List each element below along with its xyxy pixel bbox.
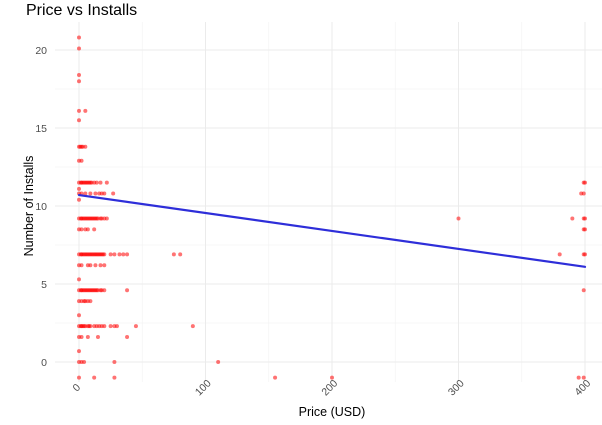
data-point [273, 375, 278, 380]
data-point [77, 46, 81, 51]
data-point [330, 375, 334, 380]
data-point [102, 263, 107, 268]
data-point [583, 180, 587, 185]
data-point [79, 335, 84, 340]
data-point [92, 227, 97, 232]
data-point [85, 227, 90, 232]
data-point [93, 263, 98, 268]
chart-title: Price vs Installs [26, 2, 137, 19]
data-point [581, 191, 586, 196]
data-point [77, 35, 81, 40]
data-point [117, 252, 122, 257]
data-point [133, 324, 138, 329]
data-points [77, 35, 587, 380]
x-axis-title: Price (USD) [299, 405, 366, 419]
data-point [102, 288, 107, 293]
data-point [79, 227, 84, 232]
data-point [190, 324, 195, 329]
data-point [108, 252, 113, 257]
y-tick-label: 15 [35, 123, 47, 135]
data-point [94, 180, 99, 185]
data-point [104, 216, 109, 221]
x-tick-label: 200 [319, 377, 340, 398]
data-point [216, 360, 221, 364]
data-point [102, 191, 107, 196]
data-point [125, 335, 130, 340]
data-point [82, 360, 87, 364]
trend-line-group [77, 193, 587, 268]
data-point [570, 216, 575, 221]
data-point [581, 288, 586, 293]
data-point [583, 227, 587, 232]
data-point [581, 375, 586, 380]
data-point [576, 375, 581, 380]
data-point [456, 216, 461, 221]
data-point [102, 252, 107, 257]
y-tick-label: 0 [41, 357, 47, 369]
data-point [171, 252, 176, 257]
data-point [77, 197, 81, 202]
data-point [178, 252, 183, 257]
y-axis-title: Number of Installs [22, 156, 36, 257]
data-point [77, 313, 81, 318]
data-point [77, 277, 81, 282]
data-point [77, 72, 81, 77]
data-point [83, 191, 88, 196]
data-point [77, 375, 81, 380]
data-point [557, 252, 562, 257]
x-tick-label: 300 [446, 377, 467, 398]
data-point [85, 335, 90, 340]
y-tick-label: 10 [35, 201, 47, 213]
data-point [95, 335, 100, 340]
data-point [112, 360, 117, 364]
x-tick-label: 0 [71, 381, 84, 394]
data-point [79, 158, 84, 163]
data-point [88, 191, 93, 196]
data-point [77, 79, 81, 84]
data-point [88, 263, 93, 268]
x-tick-label: 400 [572, 377, 593, 398]
trend-line [77, 193, 587, 268]
data-point [112, 252, 117, 257]
data-point [93, 191, 98, 196]
y-axis-ticks: 0 5 10 15 20 [35, 45, 47, 369]
x-axis-ticks: 0 100 200 300 400 [71, 377, 594, 398]
data-point [108, 324, 113, 329]
data-point [77, 118, 81, 123]
data-point [79, 263, 84, 268]
data-point [92, 375, 97, 380]
data-point [83, 144, 88, 149]
data-point [583, 216, 587, 221]
data-point [125, 252, 130, 257]
data-point [88, 324, 93, 329]
data-point [121, 252, 126, 257]
x-tick-label: 100 [193, 377, 214, 398]
data-point [83, 108, 88, 113]
data-point [98, 263, 103, 268]
data-point [111, 191, 116, 196]
y-tick-label: 20 [35, 45, 47, 57]
data-point [112, 375, 117, 380]
data-point [102, 324, 107, 329]
data-point [77, 186, 81, 191]
y-tick-label: 5 [41, 279, 47, 291]
data-point [104, 180, 109, 185]
data-point [98, 180, 103, 185]
data-point [125, 288, 130, 293]
gridlines [55, 22, 602, 382]
data-point [77, 108, 81, 113]
data-point [583, 252, 587, 257]
data-point [88, 299, 93, 304]
data-point [114, 324, 119, 329]
data-point [77, 349, 81, 354]
